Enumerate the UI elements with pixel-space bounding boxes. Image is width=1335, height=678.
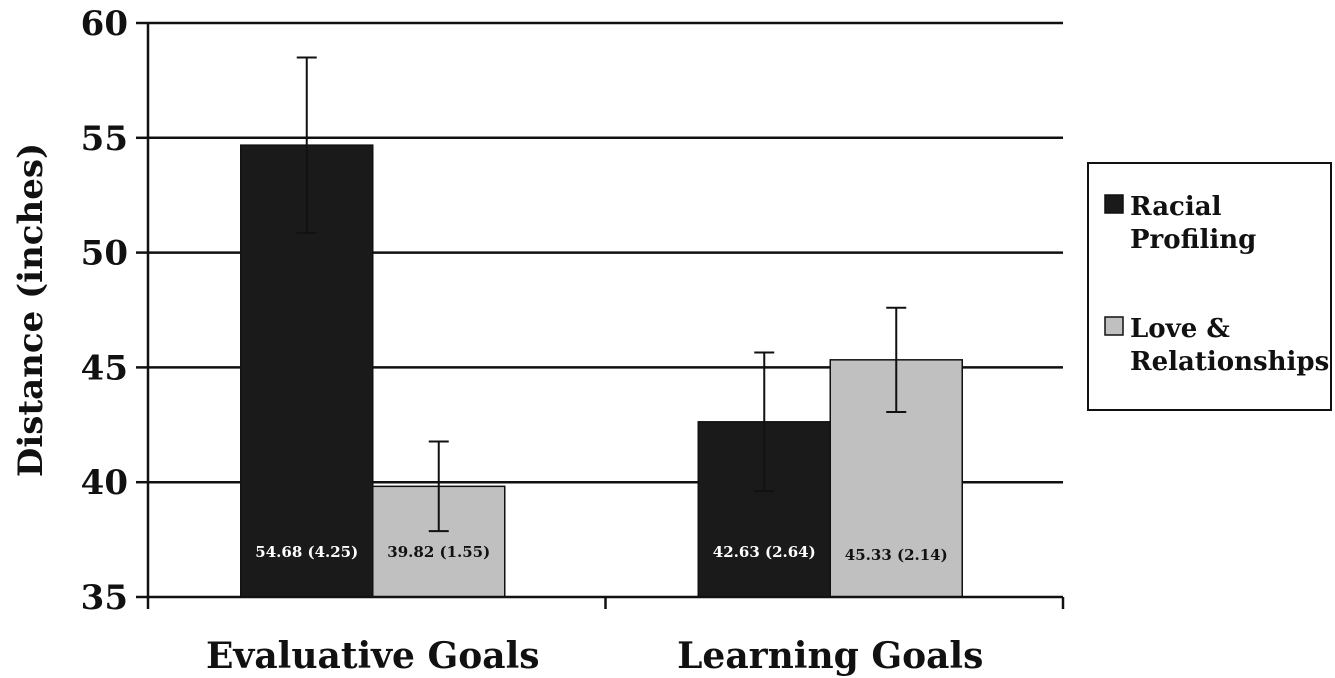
legend-swatch xyxy=(1104,316,1124,336)
x-category-label: Learning Goals xyxy=(677,635,983,677)
data-label: 45.33 (2.14) xyxy=(845,546,948,564)
x-category-label: Evaluative Goals xyxy=(206,635,540,677)
legend-label: Profiling xyxy=(1130,225,1256,255)
legend-label: Relationships xyxy=(1130,347,1329,377)
axes xyxy=(136,21,1065,609)
bars xyxy=(240,56,963,598)
legend-swatch xyxy=(1104,194,1124,214)
y-tick-label: 40 xyxy=(81,463,128,503)
labels: 35 40 45 50 55 60 54.68 (4.25) 39.82 (1.55) Eval… xyxy=(81,4,984,677)
y-tick-label: 50 xyxy=(81,234,128,274)
legend-label: Racial xyxy=(1130,192,1222,222)
y-tick-label: 55 xyxy=(81,119,128,159)
legend-label: Love & xyxy=(1130,314,1230,344)
y-axis-label: Distance (inches) xyxy=(11,143,51,477)
data-label: 54.68 (4.25) xyxy=(255,543,358,561)
y-tick-label: 60 xyxy=(81,4,128,44)
data-label: 42.63 (2.64) xyxy=(713,543,816,561)
y-tick-label: 35 xyxy=(81,578,128,618)
data-label: 39.82 (1.55) xyxy=(387,543,490,561)
y-tick-label: 45 xyxy=(81,348,128,388)
legend-box xyxy=(1087,162,1332,411)
